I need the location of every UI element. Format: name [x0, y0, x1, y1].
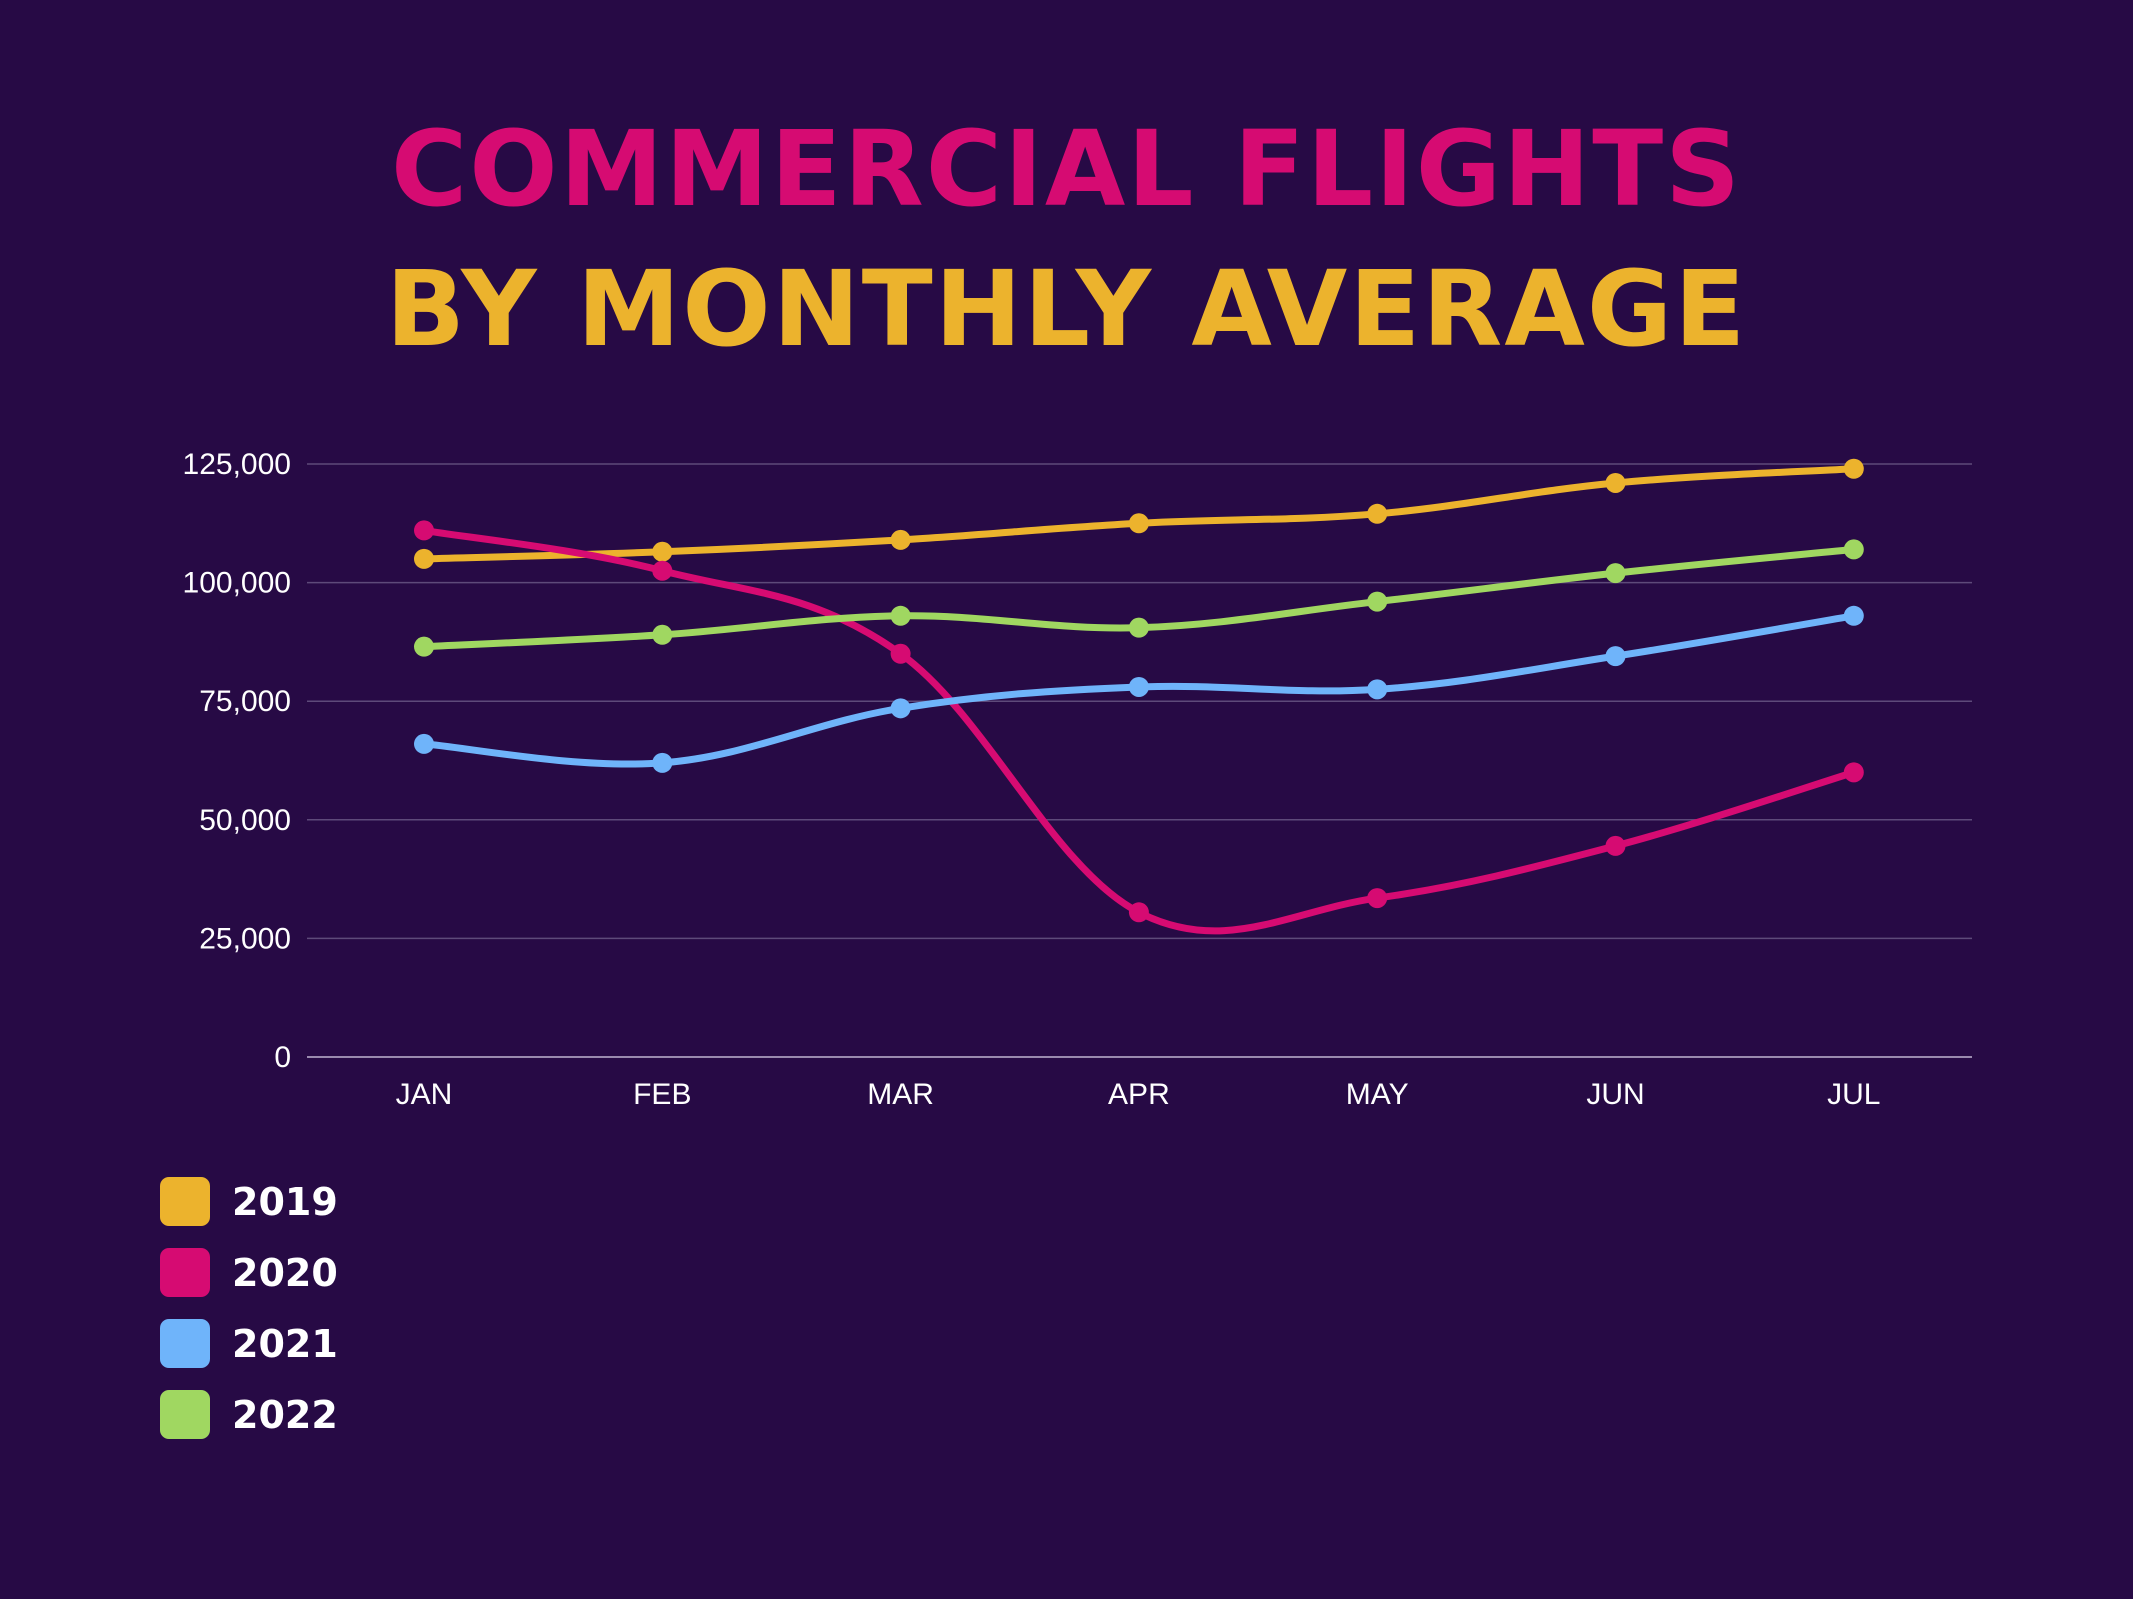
x-tick-label: JUL — [1827, 1078, 1880, 1111]
y-tick-label: 125,000 — [183, 448, 291, 481]
legend-item-2019: 2019 — [160, 1177, 338, 1226]
data-point-2022 — [1843, 539, 1864, 560]
legend-label: 2021 — [232, 1321, 338, 1366]
legend-label: 2020 — [232, 1250, 338, 1295]
data-point-2020 — [652, 560, 673, 581]
data-point-2020 — [1843, 762, 1864, 783]
legend-swatch — [160, 1319, 210, 1368]
y-tick-label: 25,000 — [199, 922, 291, 955]
data-point-2021 — [1128, 676, 1149, 697]
legend-label: 2022 — [232, 1392, 338, 1437]
chart-title-line1: COMMERCIAL FLIGHTS — [390, 108, 1743, 230]
data-point-2022 — [890, 605, 911, 626]
data-point-2022 — [1367, 591, 1388, 612]
data-point-2020 — [1605, 835, 1626, 856]
x-tick-label: MAY — [1346, 1078, 1409, 1111]
legend: 2019 2020 2021 2022 — [160, 1177, 338, 1461]
data-point-2019 — [1128, 513, 1149, 534]
legend-item-2020: 2020 — [160, 1248, 338, 1297]
y-tick-label: 0 — [274, 1041, 291, 1074]
data-point-2019 — [652, 541, 673, 562]
legend-label: 2019 — [232, 1179, 338, 1224]
data-point-2021 — [1843, 605, 1864, 626]
data-point-2022 — [652, 624, 673, 645]
data-point-2022 — [1128, 617, 1149, 638]
legend-swatch — [160, 1390, 210, 1439]
data-point-2020 — [1128, 902, 1149, 923]
x-tick-label: FEB — [633, 1078, 691, 1111]
data-point-2021 — [1605, 646, 1626, 667]
legend-item-2021: 2021 — [160, 1319, 338, 1368]
data-point-2022 — [1605, 563, 1626, 584]
data-point-2021 — [1367, 679, 1388, 700]
data-point-2021 — [414, 733, 434, 754]
y-tick-label: 50,000 — [199, 804, 291, 837]
x-tick-label: JUN — [1586, 1078, 1644, 1111]
legend-item-2022: 2022 — [160, 1390, 338, 1439]
data-point-2019 — [1843, 458, 1864, 479]
x-tick-label: APR — [1108, 1078, 1170, 1111]
data-point-2019 — [1605, 472, 1626, 493]
data-point-2022 — [414, 636, 434, 657]
legend-swatch — [160, 1177, 210, 1226]
data-point-2021 — [890, 698, 911, 719]
data-point-2020 — [1367, 888, 1388, 909]
data-point-2021 — [652, 752, 673, 773]
legend-swatch — [160, 1248, 210, 1297]
data-point-2019 — [890, 529, 911, 550]
series-line-2020 — [420, 526, 1858, 935]
y-tick-label: 100,000 — [183, 567, 291, 600]
data-point-2019 — [1367, 503, 1388, 524]
data-point-2020 — [414, 520, 434, 541]
x-tick-label: MAR — [867, 1078, 934, 1111]
y-tick-label: 75,000 — [199, 685, 291, 718]
chart-title-line2: BY MONTHLY AVERAGE — [385, 248, 1748, 370]
x-tick-label: JAN — [396, 1078, 453, 1111]
data-point-2019 — [414, 548, 434, 569]
data-point-2020 — [890, 643, 911, 664]
